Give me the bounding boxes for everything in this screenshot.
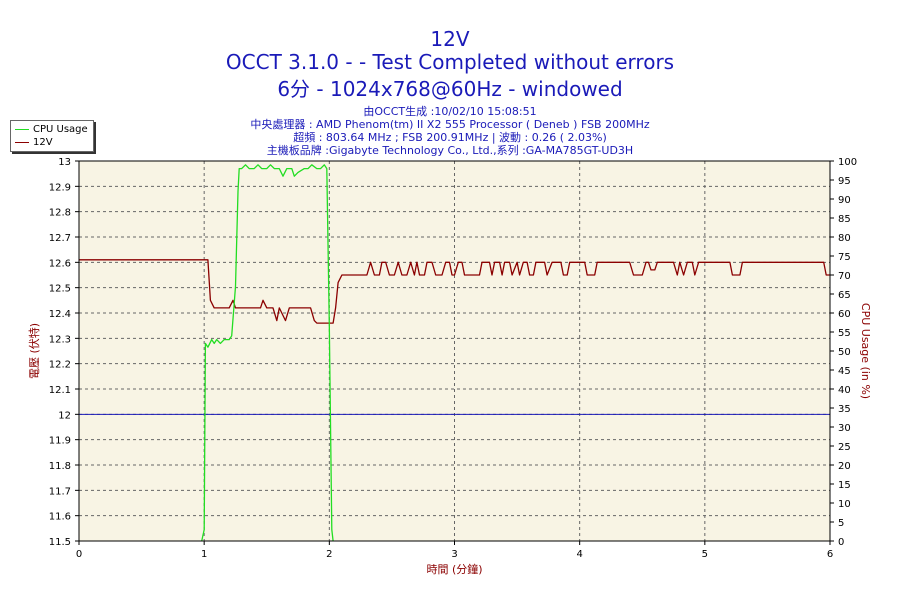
y-right-tick-label: 20: [838, 461, 851, 472]
x-axis-label: 時間 (分鐘): [426, 562, 482, 576]
info-overclock: 超頻 : 803.64 MHz ; FSB 200.91MHz | 波動 : 0…: [293, 131, 607, 144]
legend: CPU Usage 12V: [10, 120, 94, 152]
y-right-tick-label: 15: [838, 480, 851, 491]
y-right-tick-label: 90: [838, 195, 851, 206]
x-tick-label: 0: [76, 549, 82, 560]
legend-item-12v: 12V: [15, 137, 53, 149]
y-right-tick-label: 0: [838, 537, 844, 548]
x-tick-label: 5: [702, 549, 708, 560]
legend-swatch-12v: [15, 141, 29, 143]
y-right-tick-label: 95: [838, 176, 851, 187]
legend-swatch-cpu-usage: [15, 128, 29, 130]
y-left-tick-label: 12.3: [49, 334, 71, 345]
info-cpu: 中央處理器 : AMD Phenom(tm) II X2 555 Process…: [250, 118, 650, 131]
info-motherboard: 主機板品牌 :Gigabyte Technology Co., Ltd.,系列 …: [266, 144, 634, 157]
y-right-tick-label: 50: [838, 347, 851, 358]
y-left-tick-label: 12: [58, 410, 71, 421]
y-left-tick-label: 12.6: [49, 258, 71, 269]
y-left-tick-label: 11.8: [49, 461, 71, 472]
y-right-tick-label: 85: [838, 214, 851, 225]
x-tick-label: 4: [576, 549, 582, 560]
y-left-tick-label: 12.7: [49, 233, 71, 244]
y-right-tick-label: 35: [838, 404, 851, 415]
y-right-tick-label: 80: [838, 233, 851, 244]
y-left-tick-label: 12.4: [49, 309, 71, 320]
y-left-tick-label: 13: [58, 157, 71, 168]
y-right-tick-label: 10: [838, 499, 851, 510]
y-left-tick-label: 12.8: [49, 208, 71, 219]
y-right-tick-label: 30: [838, 423, 851, 434]
y-right-tick-label: 100: [838, 157, 857, 168]
y-right-tick-label: 25: [838, 442, 851, 453]
y-left-tick-label: 11.7: [49, 486, 71, 497]
series-line-12v: [79, 259, 830, 324]
y-right-tick-label: 60: [838, 309, 851, 320]
y-left-tick-label: 12.1: [49, 385, 71, 396]
y-right-tick-label: 70: [838, 271, 851, 282]
chart-subtitle-display: 6分 - 1024x768@60Hz - windowed: [277, 77, 623, 101]
x-tick-label: 1: [201, 549, 207, 560]
series-line-cpu-usage: [201, 164, 334, 542]
legend-item-cpu-usage: CPU Usage: [15, 124, 88, 136]
x-tick-label: 6: [827, 549, 833, 560]
legend-label-cpu-usage: CPU Usage: [33, 124, 88, 135]
y-left-tick-label: 11.6: [49, 512, 71, 523]
chart-subtitle-status: OCCT 3.1.0 - - Test Completed without er…: [225, 50, 675, 74]
plot-border: [78, 160, 831, 542]
y-right-tick-label: 75: [838, 252, 851, 263]
y-left-axis-label: 電壓 (伏特): [27, 323, 41, 379]
x-tick-label: 2: [326, 549, 332, 560]
y-left-tick-label: 12.5: [49, 284, 71, 295]
y-right-axis-label: CPU Usage (in %): [859, 303, 872, 399]
info-generated: 由OCCT生成 :10/02/10 15:08:51: [363, 105, 537, 118]
y-right-tick-label: 65: [838, 290, 851, 301]
y-right-tick-label: 40: [838, 385, 851, 396]
chart-title: 12V: [430, 27, 470, 51]
y-left-tick-label: 12.2: [49, 360, 71, 371]
y-right-tick-label: 5: [838, 518, 844, 529]
y-right-tick-label: 55: [838, 328, 851, 339]
y-left-tick-label: 11.5: [49, 537, 71, 548]
x-tick-label: 3: [451, 549, 457, 560]
y-right-tick-label: 45: [838, 366, 851, 377]
legend-label-12v: 12V: [33, 137, 53, 148]
y-left-tick-label: 12.9: [49, 182, 71, 193]
y-left-tick-label: 11.9: [49, 436, 71, 447]
